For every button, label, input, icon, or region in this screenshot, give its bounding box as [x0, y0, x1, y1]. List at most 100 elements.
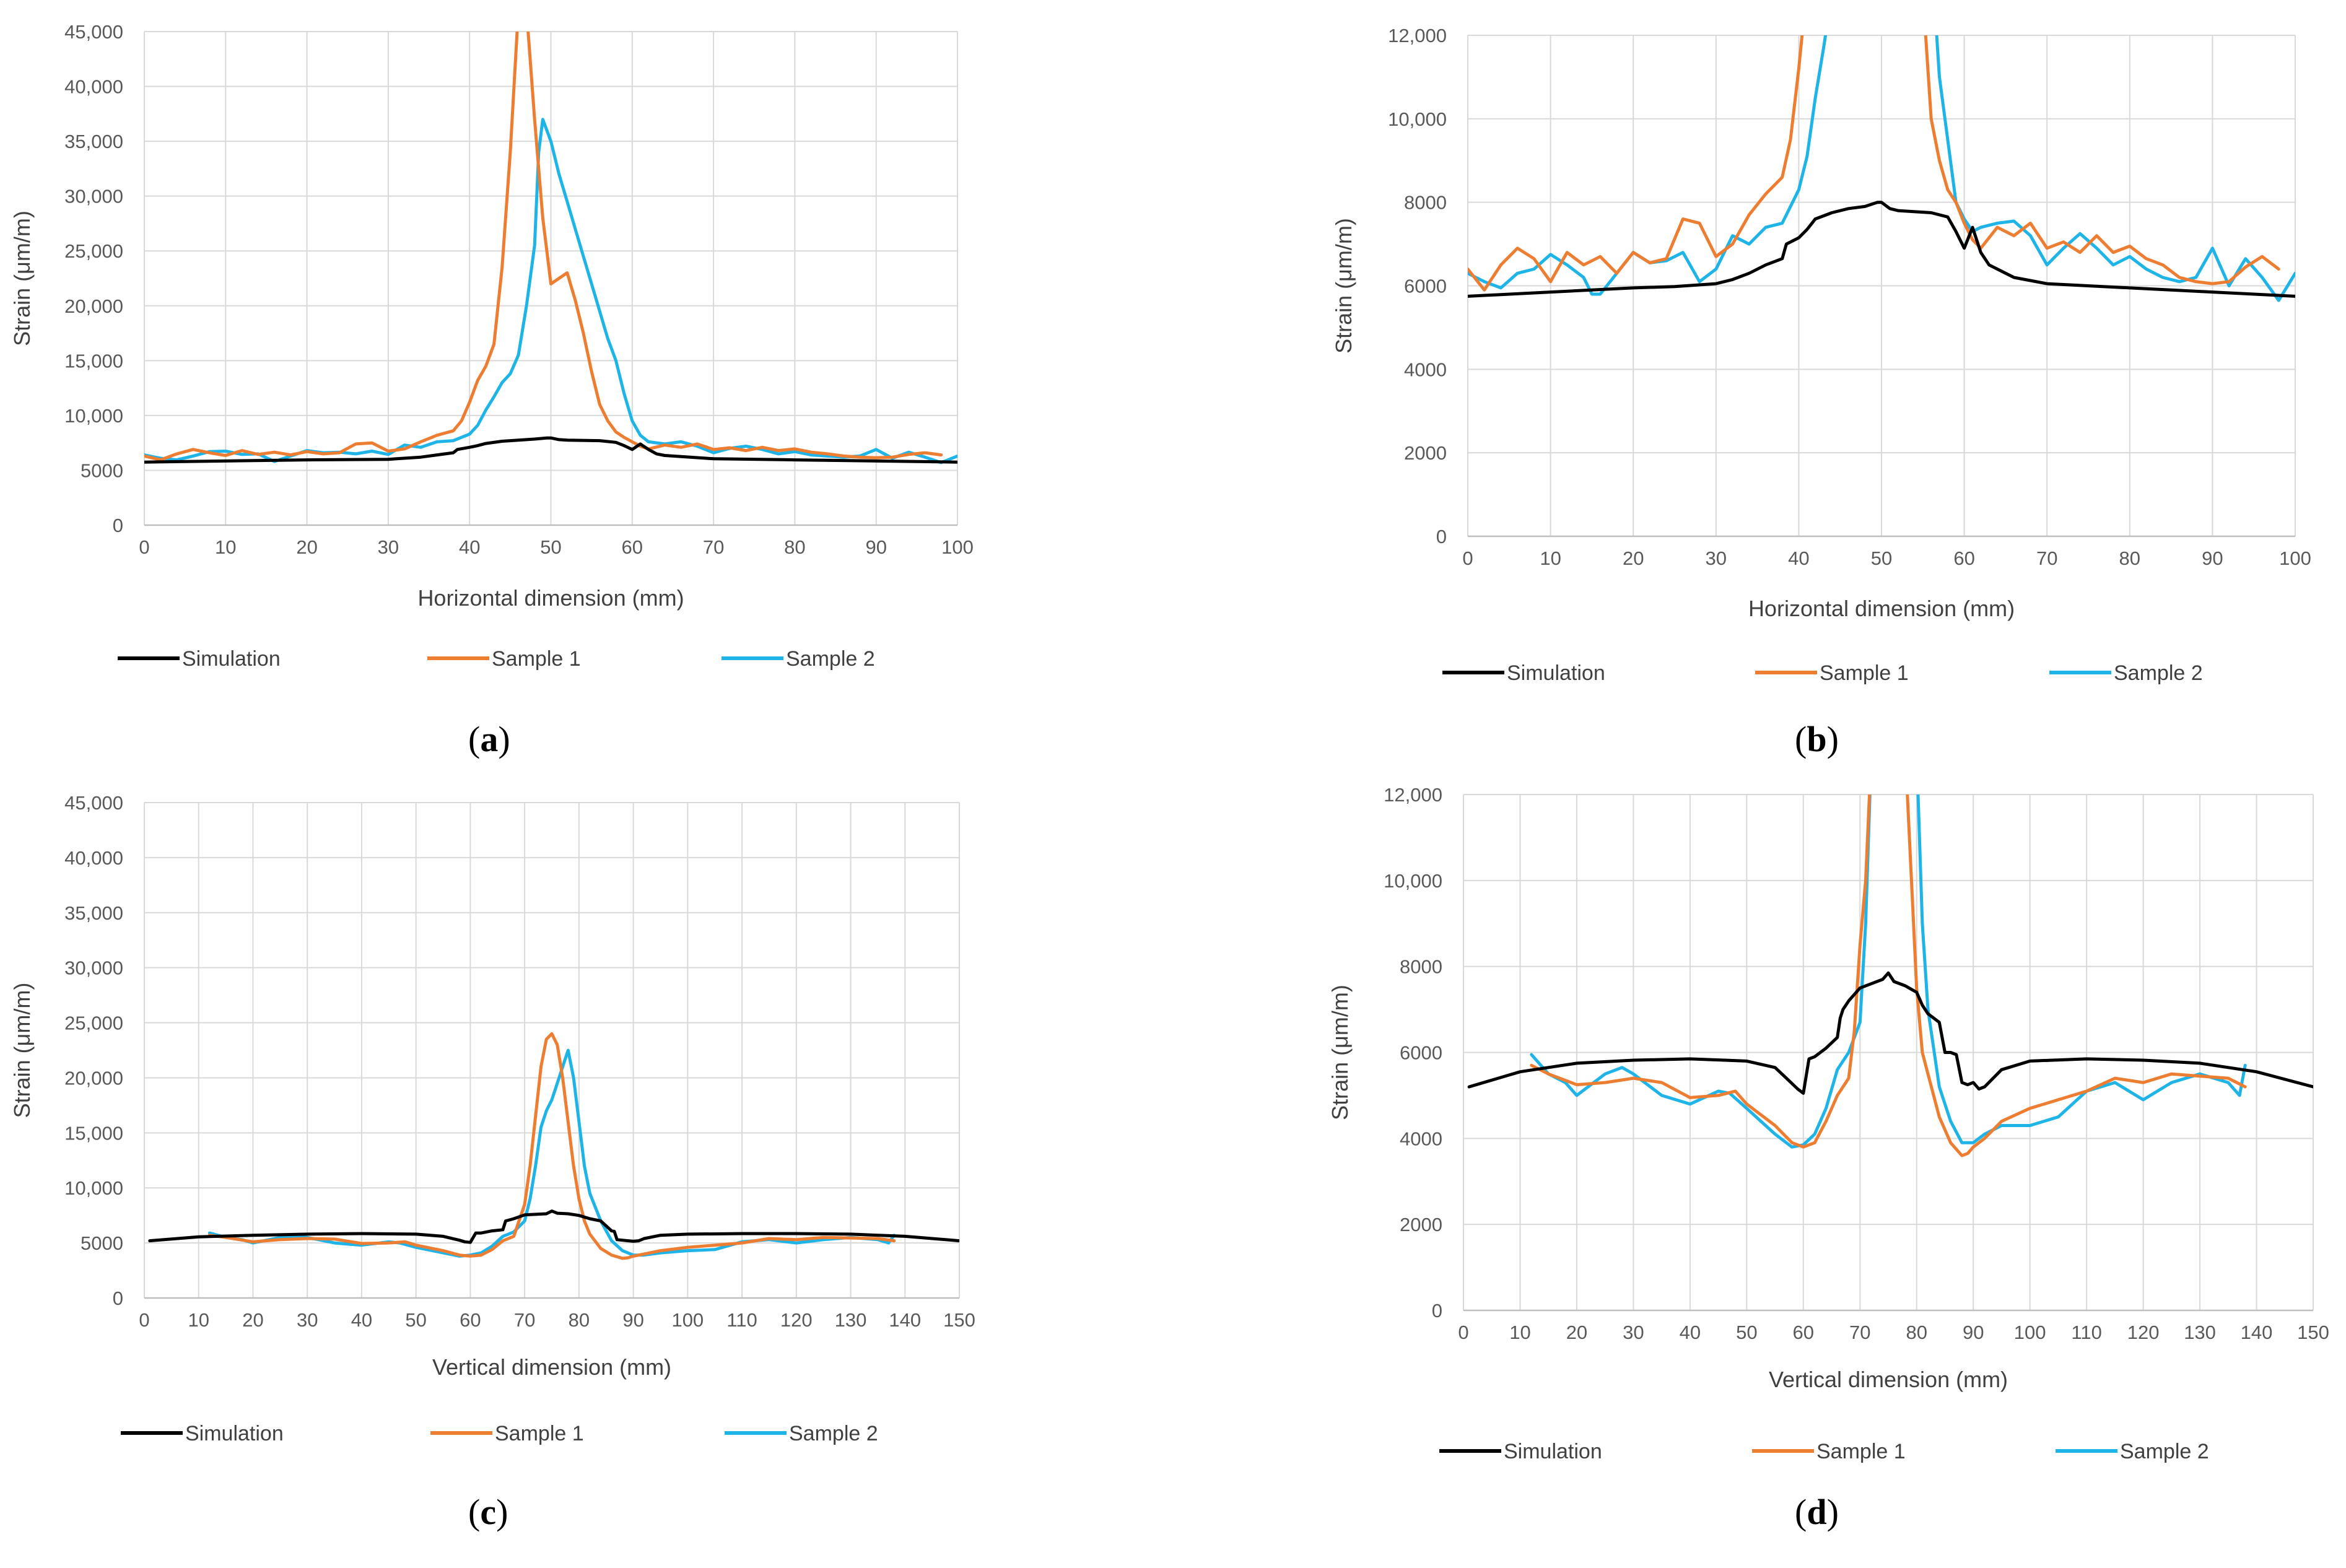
y-tick-label: 45,000	[64, 21, 123, 43]
y-axis-title: Strain (μm/m)	[9, 211, 35, 346]
y-tick-label: 6000	[1404, 276, 1447, 297]
x-tick-label: 20	[296, 536, 317, 558]
legend-label: Sample 1	[1816, 1440, 1906, 1463]
y-tick-label: 40,000	[64, 847, 123, 869]
series-line-sample-1	[207, 1032, 896, 1260]
y-tick-label: 2000	[1404, 442, 1447, 464]
legend: Simulation Sample 1 Sample 2	[121, 1422, 878, 1445]
plot-area	[1468, 35, 2295, 302]
x-tick-label: 30	[378, 536, 399, 558]
legend-label: Simulation	[1504, 1440, 1602, 1463]
x-tick-label: 20	[1566, 1322, 1587, 1343]
chart-a-svg: 0 10 20 30 40 50 60 70 80 90 100 0 5000 10,000 15,000 2…	[9, 21, 974, 671]
chart-panel-a: 0 10 20 30 40 50 60 70 80 90 100 0 5000 10,000 15,000 2…	[0, 0, 1173, 784]
x-tick-label: 90	[622, 1309, 643, 1331]
y-tick-label: 10,000	[64, 405, 123, 427]
x-tick-label: 80	[784, 536, 805, 558]
chart-panel-d: 0 10 20 30 40 50 60 70 80 90 100 110 120 130 140 150 0 20…	[1173, 784, 2346, 1568]
x-tick-label: 130	[2184, 1322, 2216, 1343]
y-tick-label: 30,000	[64, 186, 123, 207]
y-tick-label: 35,000	[64, 131, 123, 152]
x-tick-label: 60	[460, 1309, 481, 1331]
legend-label: Sample 2	[786, 647, 875, 671]
series-line-sample-1	[1468, 35, 2280, 292]
x-tick-label: 90	[1963, 1322, 1984, 1343]
gridlines	[1463, 794, 2314, 1311]
x-axis-title: Horizontal dimension (mm)	[1748, 596, 2015, 621]
chart-panel-c: 0 10 20 30 40 50 60 70 80 90 100 110 120 130 140 150 0 50…	[0, 784, 1173, 1568]
x-tick-label: 110	[2071, 1322, 2101, 1343]
legend: Simulation Sample 1 Sample 2	[1439, 1440, 2209, 1463]
x-tick-label: 50	[1871, 547, 1892, 569]
legend-label: Sample 1	[492, 647, 581, 671]
gridlines	[144, 802, 960, 1299]
legend-label: Simulation	[182, 647, 281, 671]
y-tick-label: 8000	[1400, 956, 1442, 978]
series-line-simulation	[1468, 201, 2295, 298]
x-tick-label: 120	[2127, 1322, 2160, 1343]
chart-b-svg: 0 10 20 30 40 50 60 70 80 90 100 0 2000 4000 6000 8000 1…	[1331, 25, 2311, 685]
y-tick-label: 35,000	[64, 902, 123, 924]
x-tick-label: 50	[405, 1309, 426, 1331]
x-tick-label: 140	[2241, 1322, 2273, 1343]
x-tick-label: 0	[139, 1309, 149, 1331]
y-tick-label: 5000	[81, 1232, 123, 1254]
caption-c: (c)	[468, 1492, 508, 1532]
chart-d-svg: 0 10 20 30 40 50 60 70 80 90 100 110 120 130 140 150 0 20…	[1327, 784, 2329, 1463]
x-tick-label: 0	[139, 536, 149, 558]
y-tick-label: 4000	[1400, 1128, 1442, 1149]
y-tick-label: 10,000	[64, 1177, 123, 1199]
y-tick-label: 12,000	[1388, 25, 1447, 46]
plot-area	[1467, 795, 2313, 1157]
y-tick-label: 40,000	[64, 76, 123, 98]
plot-area	[148, 1032, 959, 1260]
x-tick-label: 40	[1680, 1322, 1701, 1343]
y-tick-label: 25,000	[64, 1013, 123, 1034]
x-tick-label: 90	[865, 536, 886, 558]
x-tick-label: 50	[540, 536, 561, 558]
y-tick-label: 6000	[1400, 1042, 1442, 1064]
x-tick-label: 100	[2014, 1322, 2046, 1343]
caption-a: (a)	[468, 719, 510, 759]
x-axis-title: Vertical dimension (mm)	[1769, 1367, 2008, 1392]
x-tick-label: 0	[1462, 547, 1473, 569]
y-tick-label: 0	[1432, 1300, 1442, 1322]
x-tick-label: 80	[2119, 547, 2140, 569]
x-tick-label: 0	[1458, 1322, 1468, 1343]
caption-d: (d)	[1795, 1492, 1839, 1532]
series-line-simulation	[1467, 971, 2313, 1095]
y-tick-label: 0	[113, 515, 123, 536]
plot-area	[144, 32, 957, 464]
y-tick-label: 10,000	[1388, 108, 1447, 130]
legend-label: Sample 2	[2114, 661, 2203, 685]
chart-c-svg: 0 10 20 30 40 50 60 70 80 90 100 110 120 130 140 150 0 50…	[9, 792, 975, 1445]
y-tick-label: 10,000	[1384, 870, 1442, 892]
x-tick-label: 120	[780, 1309, 813, 1331]
y-tick-label: 4000	[1404, 359, 1447, 380]
x-tick-label: 130	[835, 1309, 867, 1331]
x-tick-label: 10	[1509, 1322, 1530, 1343]
x-tick-label: 70	[703, 536, 724, 558]
x-axis-title: Vertical dimension (mm)	[432, 1354, 671, 1380]
x-tick-label: 90	[2202, 547, 2223, 569]
legend-label: Sample 1	[1820, 661, 1909, 685]
series-line-sample-1	[1530, 795, 2247, 1157]
y-axis-title: Strain (μm/m)	[1331, 218, 1356, 354]
y-tick-label: 0	[113, 1287, 123, 1309]
x-tick-label: 80	[1906, 1322, 1927, 1343]
x-tick-label: 40	[351, 1309, 372, 1331]
x-tick-label: 20	[242, 1309, 263, 1331]
x-tick-label: 100	[941, 536, 974, 558]
x-tick-label: 60	[1953, 547, 1974, 569]
legend-label: Simulation	[185, 1422, 284, 1445]
series-line-simulation	[144, 436, 957, 464]
series-line-sample-2	[1530, 795, 2247, 1149]
x-tick-label: 70	[514, 1309, 535, 1331]
x-tick-label: 10	[215, 536, 236, 558]
x-tick-label: 70	[2036, 547, 2057, 569]
y-tick-label: 20,000	[64, 295, 123, 317]
x-axis-title: Horizontal dimension (mm)	[417, 585, 684, 611]
y-axis-title: Strain (μm/m)	[9, 983, 35, 1118]
x-tick-label: 40	[459, 536, 480, 558]
x-tick-label: 20	[1623, 547, 1644, 569]
